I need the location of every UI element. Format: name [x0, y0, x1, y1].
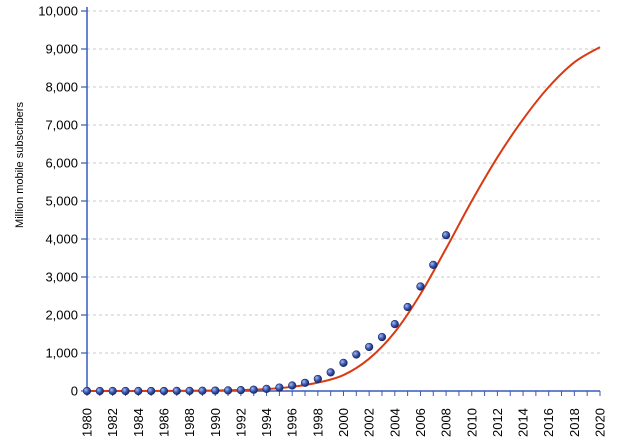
x-tick-label: 2004 [387, 408, 402, 437]
x-tick-label: 2018 [567, 408, 582, 437]
y-axis-ticks: 0 1,000 2,000 3,000 4,000 5,000 6,000 7,000 8,00… [38, 4, 87, 399]
y-tick-label: 6,000 [45, 156, 78, 171]
x-tick-label: 2016 [541, 408, 556, 437]
data-point [262, 384, 271, 393]
x-tick-label: 2014 [516, 408, 531, 437]
data-point [313, 374, 322, 384]
y-tick-label: 9,000 [45, 42, 78, 57]
data-point [223, 386, 233, 395]
data-point [339, 358, 348, 367]
data-point [326, 368, 335, 377]
x-tick-label: 1980 [80, 408, 95, 437]
data-point [249, 385, 258, 394]
data-point [147, 386, 156, 396]
x-tick-label: 1990 [208, 408, 223, 437]
data-point [429, 260, 438, 269]
data-point [198, 386, 207, 395]
y-tick-label: 2,000 [45, 308, 78, 323]
y-tick-label: 0 [71, 384, 78, 399]
data-point [172, 386, 181, 395]
y-axis-label: Million mobile subscribers [14, 102, 26, 228]
y-tick-label: 4,000 [45, 232, 78, 247]
x-tick-label: 1992 [233, 408, 248, 437]
x-tick-label: 2008 [439, 408, 454, 437]
data-point [211, 386, 220, 395]
data-point [442, 231, 451, 240]
y-tick-label: 7,000 [45, 118, 78, 133]
data-point [352, 350, 361, 359]
y-tick-label: 1,000 [45, 346, 78, 361]
data-point [403, 302, 412, 312]
x-tick-label: 2020 [593, 408, 608, 437]
y-tick-label: 5,000 [45, 194, 78, 209]
data-point [134, 386, 143, 396]
y-tick-label: 3,000 [45, 270, 78, 285]
data-point [108, 386, 117, 396]
data-point [159, 386, 169, 396]
y-tick-label: 8,000 [45, 80, 78, 95]
data-point [95, 386, 104, 396]
data-point [82, 386, 92, 396]
x-tick-label: 2006 [413, 408, 428, 437]
trend-line [87, 46, 601, 393]
data-point [300, 378, 310, 387]
data-point [288, 381, 297, 390]
x-tick-label: 1984 [131, 408, 146, 437]
data-point [236, 386, 245, 395]
x-tick-label: 2010 [464, 408, 479, 437]
series-layer [82, 46, 601, 396]
x-tick-label: 1996 [285, 408, 300, 437]
x-axis-ticks: 1980 1982 1984 1986 1988 1990 1992 1994 1996 1998… [80, 391, 608, 437]
gridlines [87, 10, 600, 354]
x-tick-label: 2012 [490, 408, 505, 437]
data-point [275, 383, 284, 392]
y-tick-label: 10,000 [38, 4, 78, 19]
data-point [185, 386, 194, 395]
data-point [365, 342, 374, 352]
x-tick-label: 1982 [105, 408, 120, 437]
x-tick-label: 1994 [259, 408, 274, 437]
x-tick-label: 2000 [336, 408, 351, 437]
axes [86, 7, 600, 392]
x-tick-label: 1986 [156, 408, 171, 437]
x-tick-label: 1988 [182, 408, 197, 437]
data-point [121, 386, 130, 396]
data-point [390, 320, 399, 329]
data-point [377, 332, 387, 342]
x-tick-label: 1998 [310, 408, 325, 437]
data-point [416, 282, 425, 291]
x-tick-label: 2002 [362, 408, 377, 437]
